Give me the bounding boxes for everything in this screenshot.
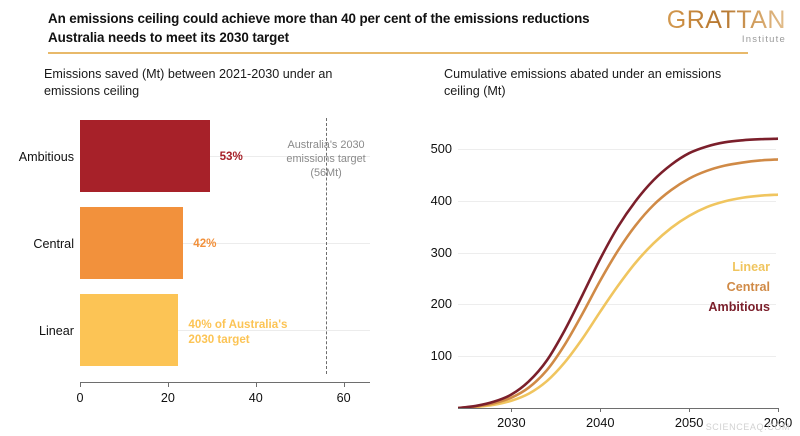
line-series-linear (458, 193, 778, 408)
line-series-ambitious (458, 137, 778, 408)
legend-item-ambitious: Ambitious (708, 300, 770, 314)
bar-ambitious (80, 120, 210, 192)
gridline (80, 243, 370, 244)
grattan-logo: GRATTAN Institute (658, 8, 786, 50)
target-dashed-line (326, 118, 328, 374)
bar-value-central: 42% (193, 237, 217, 250)
line-series-central (458, 158, 778, 408)
logo-wordmark: GRATTAN (658, 8, 786, 33)
bar-value-ambitious: 53% (219, 150, 243, 163)
line-gridline (458, 149, 776, 151)
line-x-tick (689, 408, 691, 412)
bar-x-tick-label: 0 (76, 391, 84, 405)
legend-item-linear: Linear (732, 260, 770, 274)
line-gridline (458, 356, 776, 358)
bar-x-tick-label: 40 (248, 391, 263, 405)
line-y-tick-label: 300 (430, 244, 452, 260)
line-x-tick-label: 2030 (497, 415, 526, 430)
logo-subtitle: Institute (741, 34, 786, 45)
bar-x-tick (343, 382, 345, 387)
line-x-tick (600, 408, 602, 412)
bar-x-tick-label: 60 (336, 391, 351, 405)
line-x-axis (458, 408, 778, 410)
bar-plot (80, 118, 370, 382)
line-x-tick-label: 2040 (585, 415, 615, 430)
line-x-tick (778, 408, 780, 412)
bar-category-label-central: Central (33, 237, 74, 251)
bar-x-tick (167, 382, 170, 387)
bar-category-label-linear: Linear (38, 324, 74, 338)
header-divider (48, 52, 748, 54)
line-chart-title: Cumulative emissions abated under an emi… (444, 67, 722, 98)
line-plot (458, 118, 778, 408)
bar-chart-panel: Emissions saved (Mt) between 2021-2030 u… (0, 58, 400, 436)
line-y-tick-label: 400 (430, 192, 452, 208)
bar-chart-area: Ambitious Central Linear 53% 42% 40% of … (0, 58, 400, 436)
bar-x-axis (80, 382, 370, 384)
gridline (80, 330, 370, 331)
bar-x-tick (255, 382, 257, 387)
line-chart-panel: Cumulative emissions abated under an emi… (400, 58, 800, 436)
line-series-svg (458, 137, 778, 408)
line-x-tick (511, 408, 513, 412)
bar-chart-title: Emissions saved (Mt) between 2021-2030 u… (44, 67, 333, 98)
legend-item-central: Central (726, 280, 770, 294)
bar-x-tick-label: 20 (160, 391, 175, 405)
page-title: An emissions ceiling could achieve more … (48, 11, 590, 46)
bar-category-label-ambitious: Ambitious (18, 150, 74, 164)
line-x-tick-label: 2050 (674, 415, 704, 430)
line-y-tick-label: 500 (430, 141, 452, 157)
gridline (80, 156, 370, 157)
bar-central (80, 207, 184, 279)
header: An emissions ceiling could achieve more … (0, 0, 800, 58)
target-annotation: Australia's 2030 emissions target (56Mt) (286, 139, 366, 180)
bar-linear (80, 294, 179, 366)
watermark: SCIENCEAQ.COM (705, 422, 790, 432)
line-gridline (458, 200, 776, 202)
line-y-tick-label: 200 (430, 296, 452, 312)
line-x-tick-label: 2060 (763, 415, 793, 430)
line-gridline (458, 304, 776, 306)
line-y-tick-label: 100 (430, 348, 452, 364)
bar-x-tick (80, 382, 82, 387)
bar-value-linear: 40% of Australia's 2030 target (188, 318, 288, 347)
